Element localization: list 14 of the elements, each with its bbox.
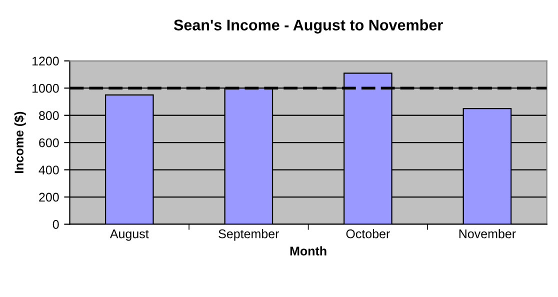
y-tick-label: 1200 — [32, 56, 59, 66]
y-tick-label: 0 — [52, 220, 59, 229]
x-axis-title: Month — [290, 246, 326, 256]
y-axis-title: Income ($) — [14, 112, 26, 173]
chart-title: Sean's Income - August to November — [174, 19, 443, 34]
x-tick-label: November — [459, 229, 516, 238]
x-tick-label: August — [110, 230, 149, 241]
y-tick-label: 600 — [39, 138, 59, 148]
y-tick-label: 800 — [39, 111, 59, 120]
x-tick-label: September — [218, 229, 280, 241]
x-tick-label: October — [346, 229, 390, 238]
y-tick-label: 400 — [38, 166, 59, 174]
y-tick-label: 1000 — [32, 84, 59, 93]
y-tick-label: 200 — [39, 192, 59, 202]
